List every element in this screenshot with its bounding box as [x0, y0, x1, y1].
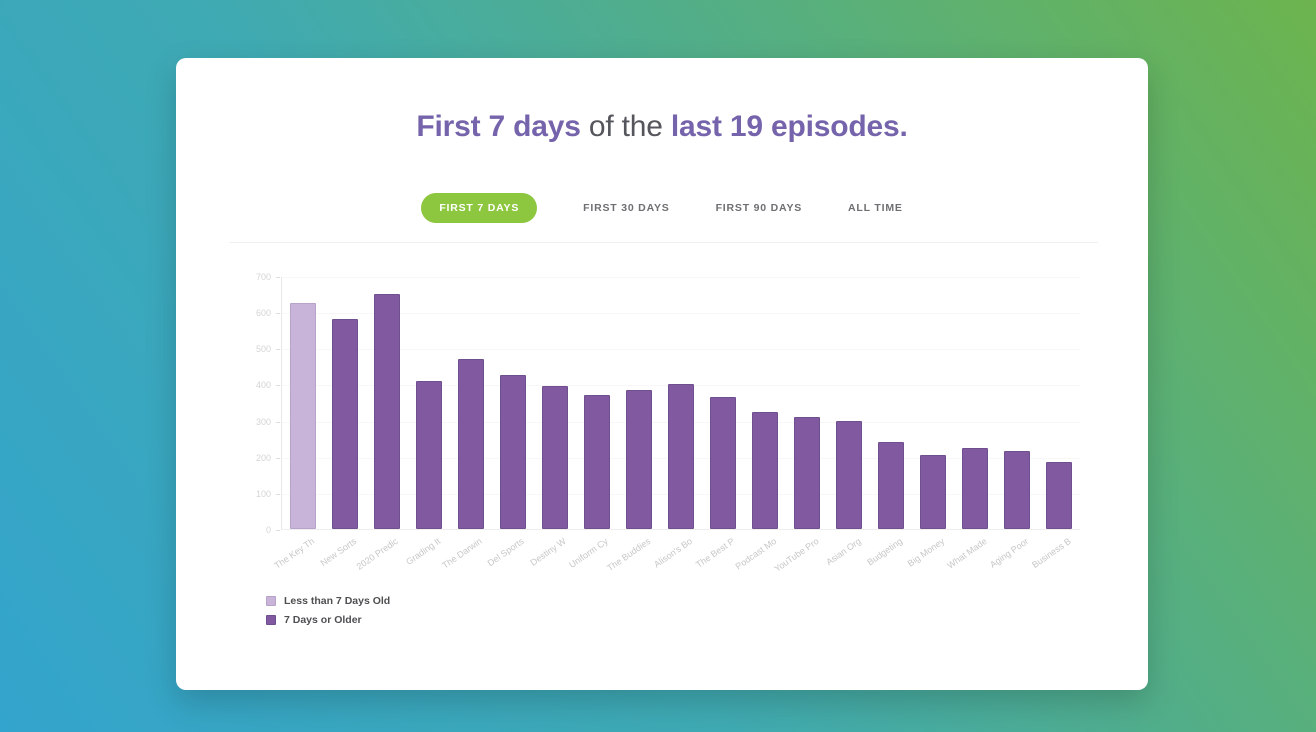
title-segment-last-19-episodes: last 19 episodes. [670, 110, 908, 143]
header-divider [229, 242, 1098, 243]
chart-bar-10[interactable] [668, 384, 694, 529]
chart-bar-16[interactable] [920, 455, 946, 529]
y-tick-label-700: 700 [255, 272, 271, 282]
bar-slot [282, 277, 324, 529]
x-axis-label-6: Del Sports [485, 536, 527, 569]
bar-slot [618, 277, 660, 529]
chart-bar-17[interactable] [962, 448, 988, 529]
bar-slot [954, 277, 996, 529]
y-tick-mark-500 [276, 349, 280, 351]
legend-swatch-new [266, 596, 276, 606]
stats-card: First 7 days of the last 19 episodes. FI… [176, 58, 1148, 690]
bar-slot [324, 277, 366, 529]
bar-slot [702, 277, 744, 529]
bar-slot [786, 277, 828, 529]
bar-slot [660, 277, 702, 529]
bar-slot [912, 277, 954, 529]
y-tick-label-600: 600 [255, 308, 271, 319]
legend-label-old: 7 Days or Older [284, 614, 362, 626]
y-tick-label-400: 400 [255, 380, 271, 391]
x-axis-label-2: New Sorts [318, 536, 358, 569]
title-segment-first-7-days: First 7 days [416, 110, 581, 143]
y-tick-label-100: 100 [255, 488, 271, 499]
episode-downloads-chart: 0 100 200 300 400 500 600 700 The Key Th New Sor… [256, 272, 1080, 574]
tab-all-time[interactable]: ALL TIME [848, 193, 903, 223]
chart-bar-18[interactable] [1004, 451, 1030, 529]
bar-slot [450, 277, 492, 529]
x-axis-label-11: The Best P [694, 536, 737, 570]
x-axis-label-18: Aging Poor [988, 536, 1031, 570]
bar-slot [576, 277, 618, 529]
legend-label-new: Less than 7 Days Old [284, 595, 391, 607]
gridline-700 [282, 277, 1080, 278]
x-axis-label-7: Destiny W [528, 536, 569, 568]
x-axis-label-16: Big Money [905, 536, 947, 569]
chart-bar-2[interactable] [332, 319, 358, 529]
x-axis-label-19: Business B [1030, 536, 1073, 571]
x-axis-label-1: The Key Th [272, 536, 316, 571]
y-tick-mark-700 [276, 277, 280, 278]
chart-bar-8[interactable] [584, 395, 610, 529]
x-axis-label-5: The Darwin [440, 536, 484, 571]
chart-bar-12[interactable] [752, 412, 778, 529]
x-axis-label-10: Alison's Bo [652, 536, 695, 570]
x-axis-label-13: YouTube Pro [772, 536, 821, 574]
y-tick-mark-100 [276, 493, 280, 495]
bar-slot [870, 277, 912, 529]
x-axis-label-14: Asian Org [823, 536, 863, 568]
chart-bar-7[interactable] [542, 386, 568, 529]
gridline-500 [282, 349, 1080, 351]
bars-layer [282, 277, 1080, 529]
tab-first-90-days[interactable]: FIRST 90 DAYS [716, 193, 802, 223]
chart-bar-3[interactable] [374, 294, 400, 529]
chart-legend: Less than 7 Days Old 7 Days or Older [266, 595, 390, 633]
y-tick-mark-400 [276, 385, 280, 387]
bar-slot [492, 277, 534, 529]
chart-bar-19[interactable] [1046, 462, 1072, 529]
legend-item-7-days-or-older: 7 Days or Older [266, 614, 390, 626]
chart-bar-9[interactable] [626, 390, 652, 529]
y-tick-label-300: 300 [255, 416, 271, 427]
bar-slot [408, 277, 450, 529]
page-title: First 7 days of the last 19 episodes. [176, 108, 1148, 146]
chart-bar-5[interactable] [458, 359, 484, 529]
x-axis-label-8: Uniform Cy [567, 536, 611, 571]
bar-slot [744, 277, 786, 529]
bar-slot [366, 277, 408, 529]
x-axis-label-4: Grading It [403, 536, 442, 567]
title-segment-of-the: of the [580, 110, 671, 143]
chart-bar-6[interactable] [500, 375, 526, 529]
time-range-tabs: FIRST 7 DAYS FIRST 30 DAYS FIRST 90 DAYS… [176, 193, 1148, 223]
chart-bar-11[interactable] [710, 397, 736, 529]
y-tick-mark-300 [276, 421, 280, 423]
y-tick-label-500: 500 [255, 344, 271, 355]
bar-slot [828, 277, 870, 529]
chart-bar-13[interactable] [794, 417, 820, 529]
chart-bar-15[interactable] [878, 442, 904, 529]
chart-bar-1[interactable] [290, 303, 316, 529]
x-axis-label-15: Budgeting [865, 536, 905, 568]
legend-item-less-than-7-days: Less than 7 Days Old [266, 595, 390, 607]
bar-slot [1038, 277, 1080, 529]
legend-swatch-old [266, 615, 276, 625]
tab-first-7-days[interactable]: FIRST 7 DAYS [421, 193, 538, 223]
gridline-600 [282, 313, 1080, 315]
tab-first-30-days[interactable]: FIRST 30 DAYS [583, 193, 669, 223]
bar-slot [996, 277, 1038, 529]
x-axis-label-17: What Made [945, 536, 989, 571]
chart-bar-14[interactable] [836, 421, 862, 529]
y-tick-mark-600 [276, 313, 280, 315]
y-tick-mark-200 [276, 457, 280, 459]
y-tick-mark-0 [276, 530, 280, 531]
x-axis-label-12: Podcast Mo [733, 536, 779, 572]
x-axis-label-3: 2020 Predic [354, 536, 400, 572]
x-axis-label-9: The Buddies [605, 536, 653, 574]
y-tick-label-0: 0 [265, 525, 271, 535]
y-tick-label-200: 200 [255, 452, 271, 463]
bar-slot [534, 277, 576, 529]
chart-bar-4[interactable] [416, 381, 442, 529]
y-axis-line [281, 277, 282, 529]
